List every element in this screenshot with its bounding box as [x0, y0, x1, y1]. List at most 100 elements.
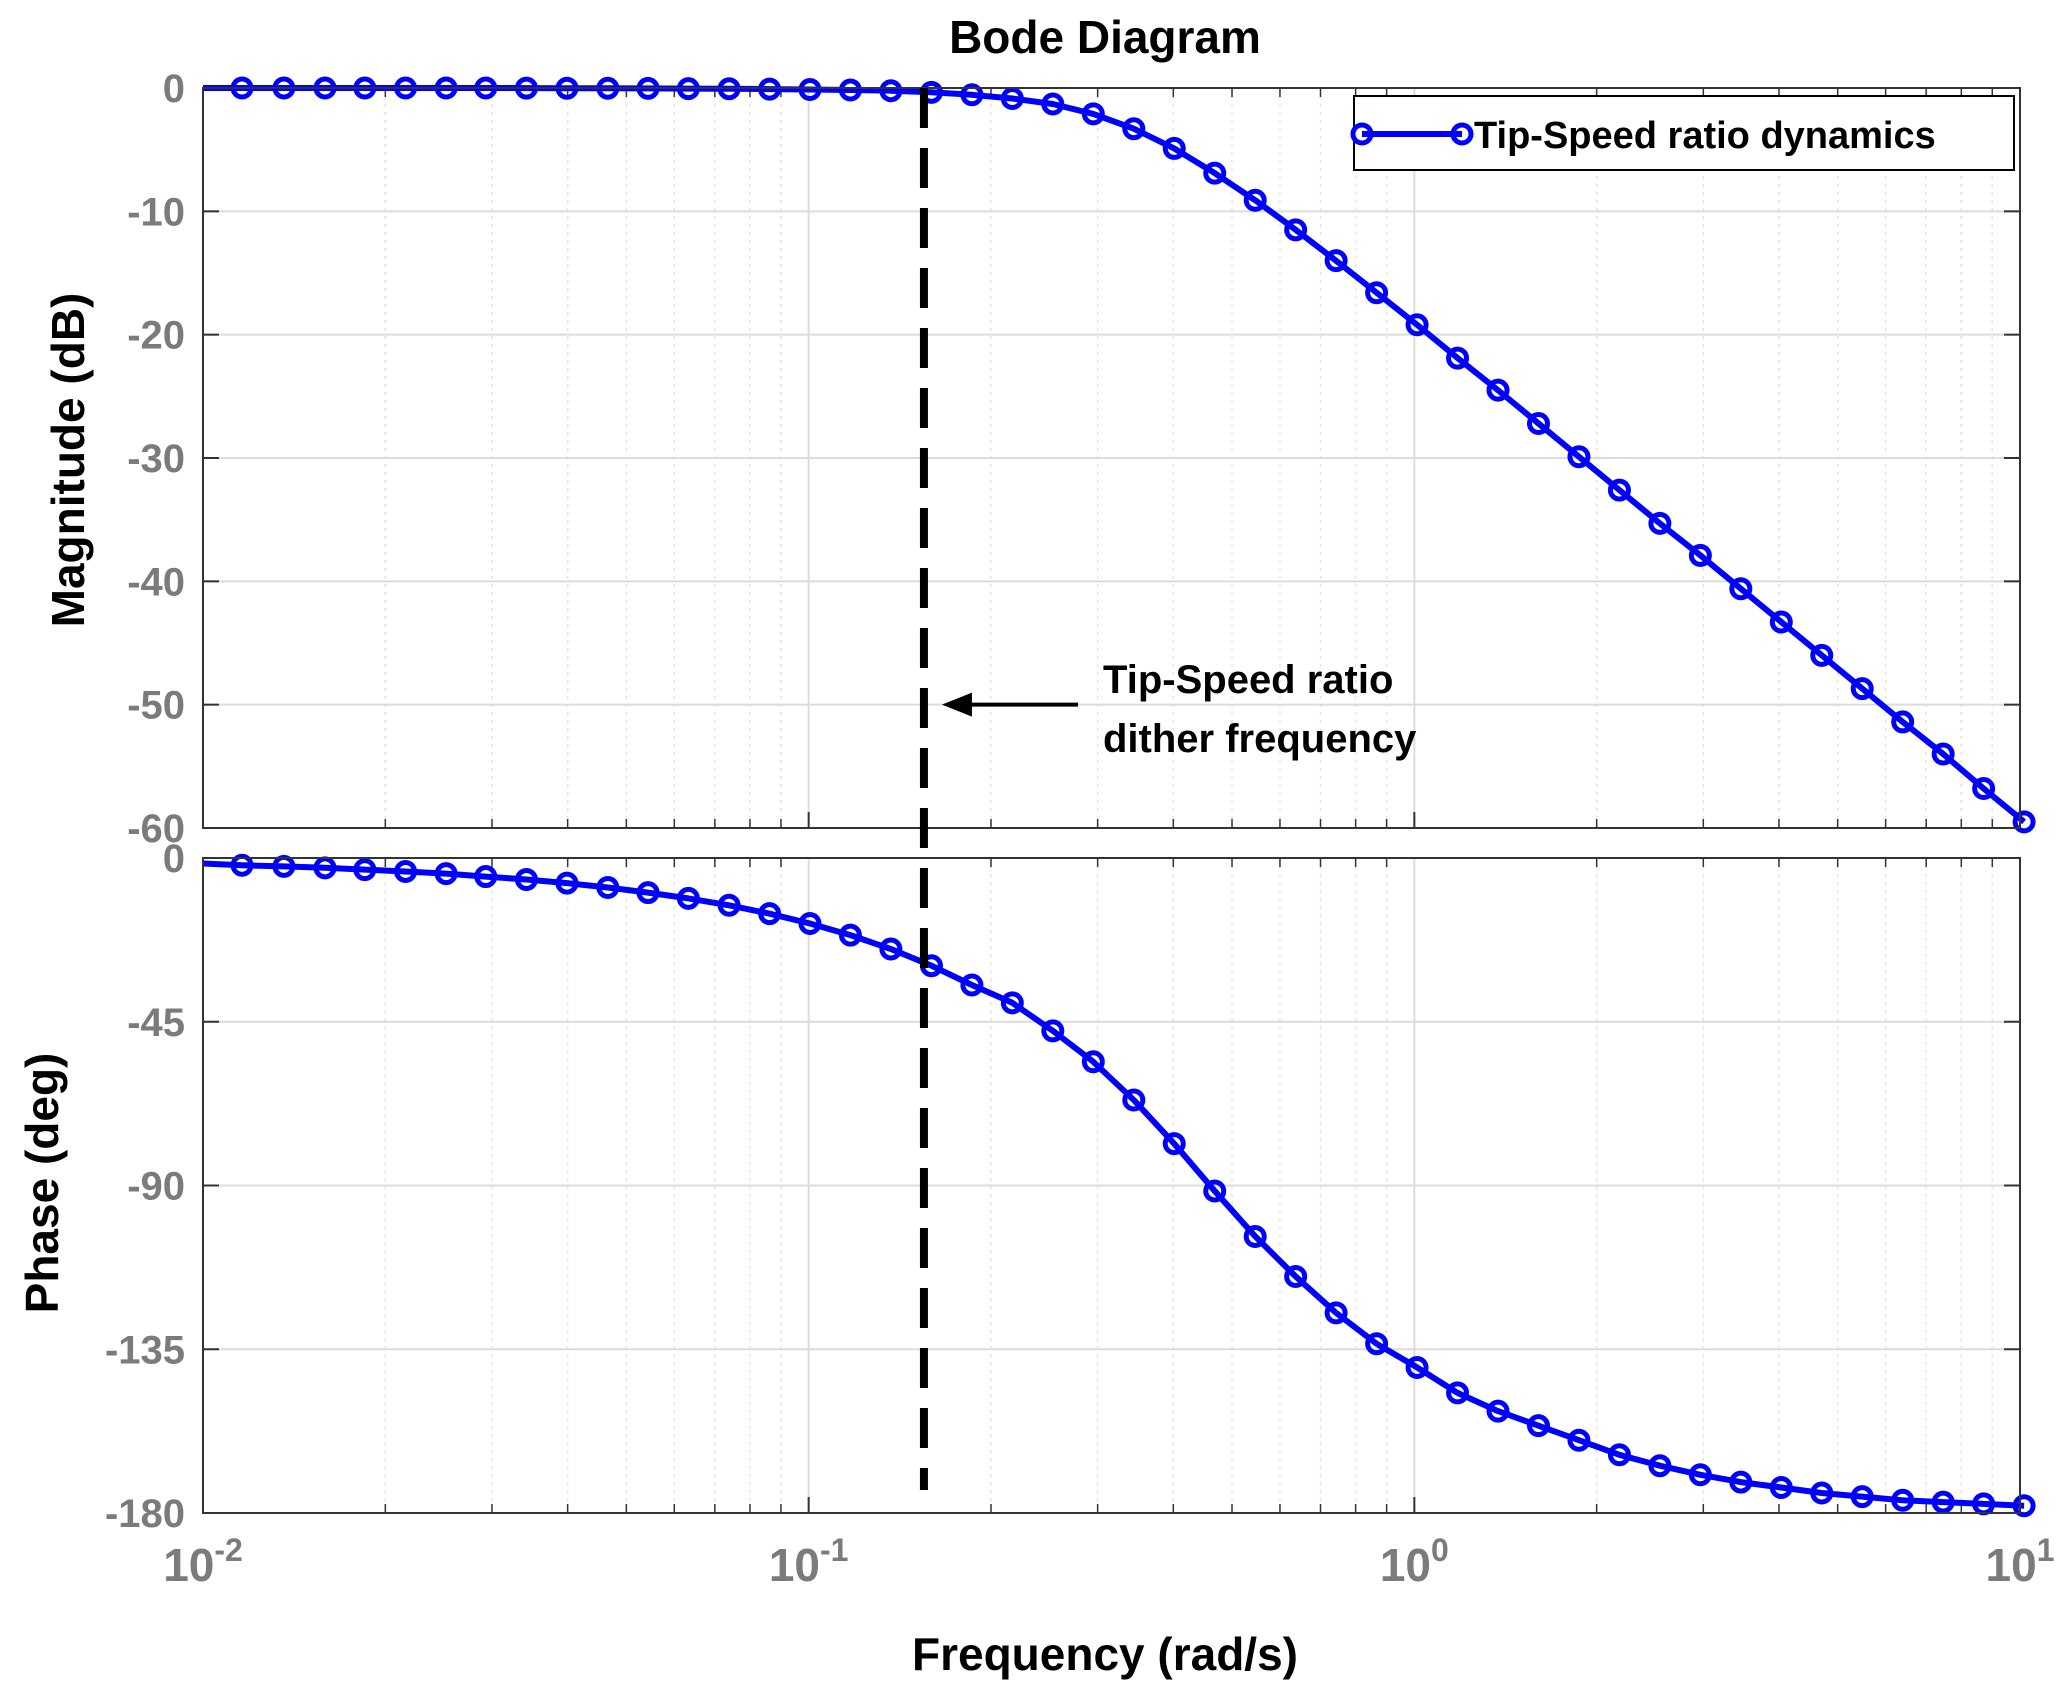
magnitude-data-point [1324, 249, 1348, 273]
phase-data-point [1729, 1470, 1753, 1494]
x-tick-labels: 10-2 10-1 100 101 [163, 1532, 2054, 1591]
annotation-line-2: dither frequency [1103, 717, 1417, 761]
phase-data-point [394, 859, 418, 883]
phase-data-point [1365, 1332, 1389, 1356]
magnitude-data-point [1972, 777, 1996, 801]
phase-data-point [474, 865, 498, 889]
magnitude-panel: 0 -10 -20 -30 -40 -50 -60 [127, 67, 2036, 851]
phase-data-point [1405, 1355, 1429, 1379]
legend-label: Tip-Speed ratio dynamics [1474, 115, 1936, 157]
magnitude-data-point [1081, 102, 1105, 126]
magnitude-data-point [1446, 346, 1470, 370]
magnitude-ytick-label: -40 [127, 560, 185, 604]
phase-panel: 0 -45 -90 -135 -180 [105, 837, 2036, 1536]
phase-ytick-label: -135 [105, 1328, 185, 1372]
phase-data-point [879, 937, 903, 961]
phase-data-point [1931, 1490, 1955, 1514]
phase-data-point [1648, 1454, 1672, 1478]
phase-data-point [1850, 1485, 1874, 1509]
magnitude-data-point [1405, 313, 1429, 337]
phase-ytick-label: -180 [105, 1492, 185, 1536]
annotation-arrow-head [941, 692, 972, 717]
magnitude-data-point [1526, 411, 1550, 435]
magnitude-data-point [1850, 677, 1874, 701]
magnitude-data-point [960, 83, 984, 107]
phase-data-point [636, 881, 660, 905]
phase-data-point [1081, 1050, 1105, 1074]
phase-data-point [596, 875, 620, 899]
phase-data-point [1122, 1088, 1146, 1112]
phase-data-point [1607, 1443, 1631, 1467]
magnitude-data-point [1810, 643, 1834, 667]
x-tick-label: 100 [1380, 1532, 1449, 1591]
magnitude-data-point [1284, 218, 1308, 242]
magnitude-data-point [2012, 810, 2036, 834]
phase-ytick-labels: 0 -45 -90 -135 -180 [105, 837, 185, 1536]
phase-ytick-label: -90 [127, 1165, 185, 1209]
phase-data-point [1567, 1428, 1591, 1452]
phase-data-point [758, 902, 782, 926]
magnitude-ytick-label: -30 [127, 437, 185, 481]
phase-data-point [798, 912, 822, 935]
phase-ytick-label: 0 [163, 837, 185, 881]
magnitude-data-point [1729, 577, 1753, 601]
magnitude-ytick-label: -50 [127, 684, 185, 728]
phase-data-point [1000, 991, 1024, 1015]
magnitude-data-point [1122, 117, 1146, 141]
magnitude-data-point [1931, 742, 1955, 766]
annotation: Tip-Speed ratio dither frequency [941, 658, 1417, 761]
legend-marker-left [1350, 122, 1374, 146]
magnitude-data-point [1365, 281, 1389, 305]
x-axis-label: Frequency (rad/s) [912, 1628, 1298, 1680]
magnitude-data-point [1486, 378, 1510, 402]
x-tick-label: 101 [1986, 1532, 2055, 1591]
phase-data-point [1041, 1019, 1065, 1043]
legend-box [1353, 95, 2015, 171]
magnitude-ytick-label: -20 [127, 314, 185, 358]
legend: Tip-Speed ratio dynamics [1350, 95, 2015, 171]
phase-data-point [1688, 1463, 1712, 1487]
magnitude-ytick-label: -10 [127, 190, 185, 234]
phase-data-point [1769, 1476, 1793, 1500]
phase-data-point [676, 886, 700, 910]
magnitude-data-point [1041, 92, 1065, 116]
x-tick-label: 10-2 [163, 1532, 243, 1591]
phase-data-point [1324, 1301, 1348, 1325]
magnitude-data-point [1567, 445, 1591, 469]
magnitude-data-point [879, 79, 903, 103]
phase-data-point [514, 867, 538, 891]
magnitude-data-point [1162, 136, 1186, 160]
phase-series-line [202, 860, 2025, 1509]
phase-data-point [717, 893, 741, 917]
magnitude-data-point [1607, 478, 1631, 502]
phase-data-point [1891, 1488, 1915, 1512]
chart-title: Bode Diagram [949, 11, 1261, 63]
phase-data-point [1486, 1399, 1510, 1423]
legend-marker-right [1450, 122, 1474, 146]
magnitude-data-point [1203, 161, 1227, 185]
magnitude-data-point [1648, 511, 1672, 535]
annotation-line-1: Tip-Speed ratio [1103, 658, 1393, 702]
phase-data-point [2012, 1494, 2036, 1518]
phase-data-point [960, 973, 984, 997]
magnitude-ytick-label: -60 [127, 807, 185, 851]
magnitude-ytick-labels: 0 -10 -20 -30 -40 -50 -60 [127, 67, 185, 851]
phase-data-point [353, 858, 377, 882]
magnitude-data-point [1243, 188, 1267, 212]
phase-data-point [1284, 1264, 1308, 1288]
magnitude-axes-box [202, 87, 2021, 829]
magnitude-data-point [1000, 86, 1024, 110]
phase-data-point [555, 871, 579, 895]
phase-data-point [1203, 1179, 1227, 1203]
phase-data-point [1243, 1224, 1267, 1248]
phase-data-point [838, 923, 862, 947]
magnitude-data-point [1891, 710, 1915, 734]
phase-data-point [1810, 1481, 1834, 1505]
x-tick-label: 10-1 [769, 1532, 849, 1591]
magnitude-ytick-label: 0 [163, 67, 185, 111]
magnitude-data-point [798, 77, 822, 101]
phase-data-point [1446, 1381, 1470, 1405]
phase-data-point [1526, 1414, 1550, 1438]
phase-data-point [1162, 1132, 1186, 1156]
